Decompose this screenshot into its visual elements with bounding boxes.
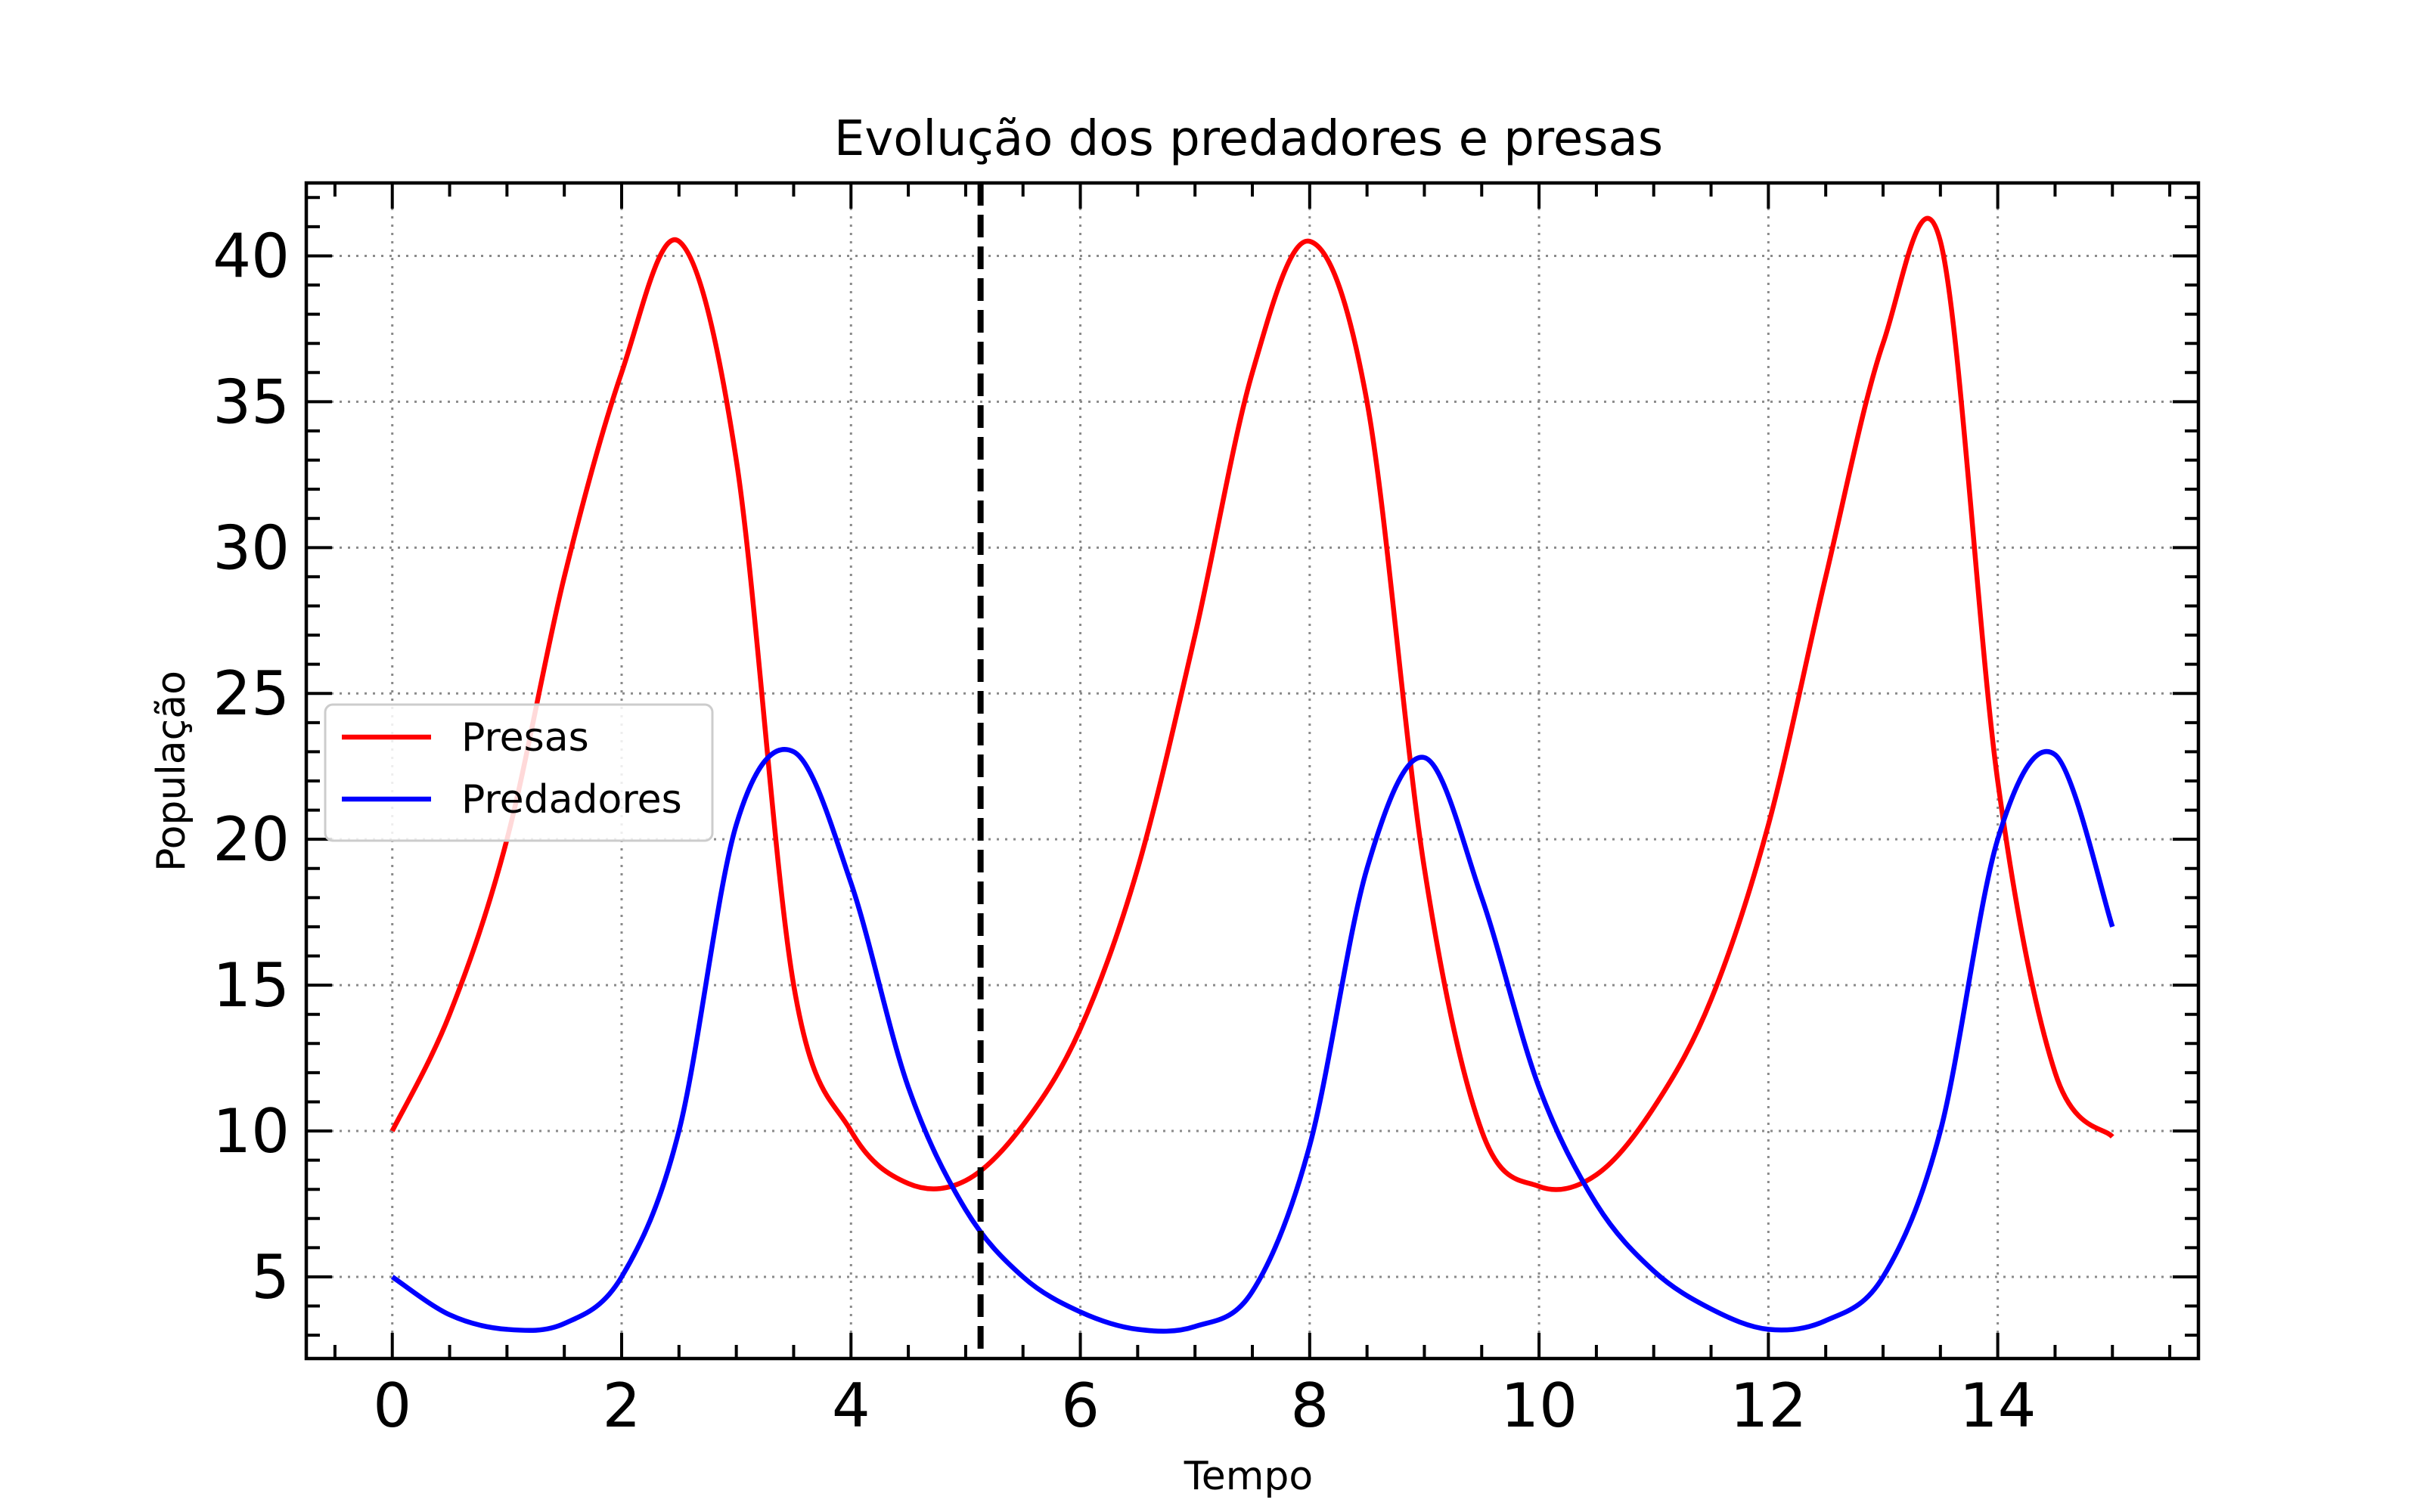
legend-label-presas: Presas bbox=[461, 715, 589, 761]
y-tick-label: 25 bbox=[213, 658, 290, 729]
x-tick-label: 10 bbox=[1500, 1371, 1578, 1441]
x-tick-label: 4 bbox=[832, 1371, 870, 1441]
x-tick-label: 0 bbox=[373, 1371, 411, 1441]
y-tick-label: 20 bbox=[213, 804, 290, 875]
x-tick-label: 14 bbox=[1959, 1371, 2037, 1441]
legend-label-predadores: Predadores bbox=[461, 777, 682, 823]
y-tick-label: 35 bbox=[213, 367, 290, 437]
x-tick-label: 2 bbox=[603, 1371, 641, 1441]
series-line-predadores bbox=[390, 747, 2115, 1334]
axis-tick-labels: 0 2 4 6 8 10 12 14 5 10 15 20 25 30 35 40 bbox=[213, 221, 2036, 1441]
series-line-presas bbox=[389, 215, 2114, 1192]
axis-ticks bbox=[306, 183, 2198, 1359]
y-tick-label: 5 bbox=[251, 1242, 290, 1312]
y-tick-label: 15 bbox=[213, 950, 290, 1021]
x-tick-label: 6 bbox=[1061, 1371, 1100, 1441]
plot-area bbox=[389, 183, 2115, 1359]
y-tick-label: 30 bbox=[213, 513, 290, 583]
y-tick-label: 10 bbox=[213, 1096, 290, 1167]
x-tick-label: 12 bbox=[1730, 1371, 1807, 1441]
chart-title: Evolução dos predadores e presas bbox=[834, 111, 1663, 167]
y-axis-label: População bbox=[149, 671, 194, 872]
legend: Presas Predadores bbox=[324, 703, 714, 842]
x-axis-label: Tempo bbox=[1184, 1454, 1313, 1499]
x-tick-label: 8 bbox=[1290, 1371, 1329, 1441]
y-tick-label: 40 bbox=[213, 221, 290, 291]
